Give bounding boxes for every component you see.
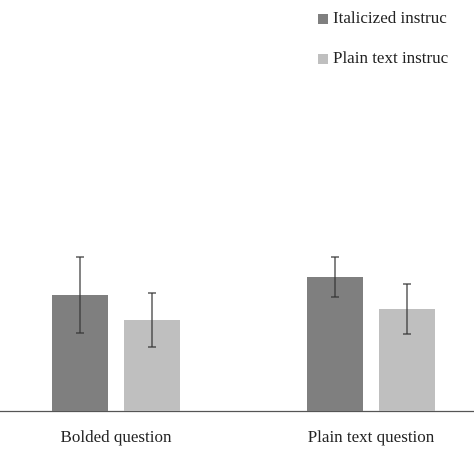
bar — [307, 277, 363, 411]
legend-label: Plain text instruc — [333, 48, 449, 67]
legend-swatch — [318, 14, 328, 24]
legend-swatch — [318, 54, 328, 64]
x-tick-label: Plain text question — [308, 427, 435, 446]
legend-label: Italicized instruc — [333, 8, 447, 27]
x-tick-label: Bolded question — [61, 427, 172, 446]
